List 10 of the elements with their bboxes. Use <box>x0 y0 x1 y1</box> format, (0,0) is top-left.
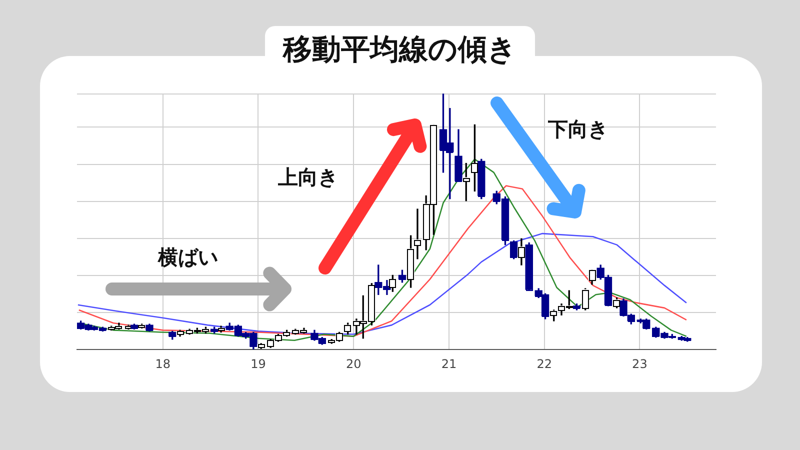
annotation: 横ばい <box>158 244 218 271</box>
x-tick-label: 18 <box>155 356 170 371</box>
x-tick-label: 23 <box>632 356 648 371</box>
x-tick-label: 19 <box>250 356 266 371</box>
chart-title: 移動平均線の傾き <box>265 26 535 74</box>
annotation: 上向き <box>278 164 338 191</box>
annotation: 下向き <box>548 116 608 143</box>
x-tick-label: 21 <box>441 356 457 371</box>
x-tick-label: 20 <box>346 356 362 371</box>
x-tick-label: 22 <box>536 356 552 371</box>
